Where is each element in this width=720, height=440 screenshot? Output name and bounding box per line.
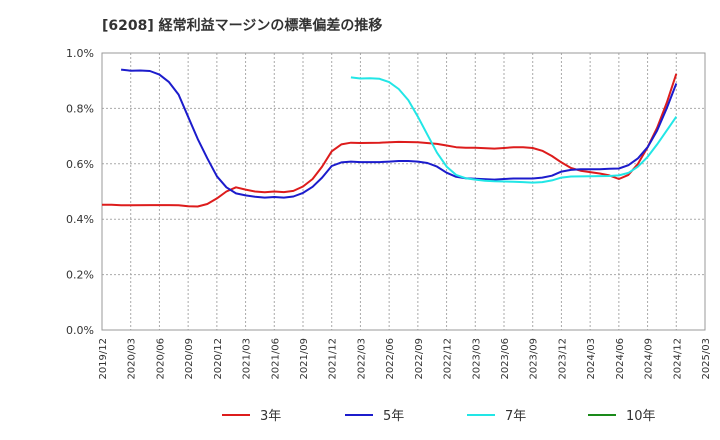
x-tick-label: 2023/03 [471, 338, 482, 380]
legend: 3年 5年 7年 10年 [222, 409, 656, 424]
series-line-2 [350, 76, 678, 184]
x-tick-label: 2020/06 [155, 338, 166, 380]
x-tick-label: 2023/09 [529, 338, 540, 380]
legend-label-2: 7年 [505, 409, 526, 424]
y-tick-label: 0.0% [66, 324, 94, 337]
x-tick-label: 2024/12 [672, 338, 683, 380]
series-lines [102, 68, 678, 208]
x-tick-label: 2022/12 [443, 338, 454, 380]
x-tick-label: 2020/12 [213, 338, 224, 380]
chart-title: [6208] 経常利益マージンの標準偏差の推移 [102, 17, 382, 34]
x-tick-label: 2022/06 [385, 338, 396, 380]
x-tick-label: 2024/09 [644, 338, 655, 380]
x-tick-label: 2023/12 [557, 338, 568, 380]
x-tick-label: 2020/03 [127, 338, 138, 380]
x-tick-label: 2019/12 [98, 338, 109, 380]
x-tick-label: 2022/03 [356, 338, 367, 380]
x-tick-label: 2025/03 [701, 338, 712, 380]
y-axis: 0.0% 0.2% 0.4% 0.6% 0.8% 1.0% [66, 47, 94, 337]
x-axis: 2019/12 2020/03 2020/06 2020/09 2020/12 2021/… [98, 338, 712, 380]
x-tick-label: 2024/06 [615, 338, 626, 380]
legend-label-1: 5年 [383, 409, 404, 424]
x-tick-label: 2020/09 [184, 338, 195, 380]
x-tick-label: 2021/03 [242, 338, 253, 380]
x-tick-label: 2021/09 [299, 338, 310, 380]
legend-label-0: 3年 [260, 409, 281, 424]
plot-frame [101, 52, 706, 331]
y-tick-label: 0.6% [66, 158, 94, 171]
series-line-1 [120, 68, 678, 199]
grid [102, 53, 705, 330]
y-tick-label: 0.8% [66, 102, 94, 115]
series-line-0 [102, 73, 678, 208]
y-tick-label: 0.2% [66, 269, 94, 282]
y-tick-label: 0.4% [66, 213, 94, 226]
legend-label-3: 10年 [626, 409, 656, 424]
x-tick-label: 2021/12 [328, 338, 339, 380]
x-tick-label: 2024/03 [586, 338, 597, 380]
x-tick-label: 2022/09 [414, 338, 425, 380]
y-tick-label: 1.0% [66, 47, 94, 60]
x-tick-label: 2021/06 [270, 338, 281, 380]
x-tick-label: 2023/06 [500, 338, 511, 380]
